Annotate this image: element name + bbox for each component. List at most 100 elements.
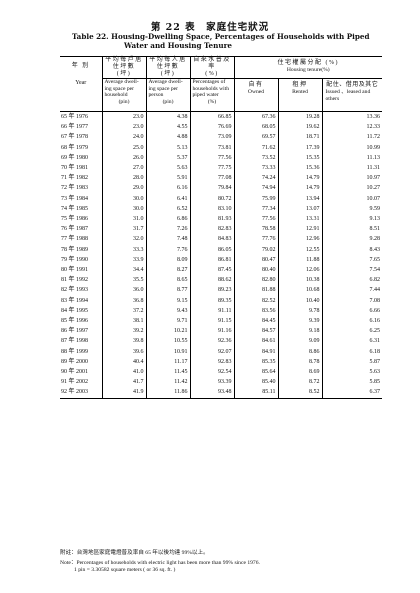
- header-space-person-en-unit: (pin): [162, 98, 174, 105]
- water-cell: 76.69: [189, 122, 234, 133]
- header-water-zh: 自來水普及率 (%): [189, 56, 234, 79]
- rented-cell: 15.36: [277, 163, 322, 174]
- space-household-cell: 37.2: [101, 305, 146, 317]
- rented-cell: 8.69: [277, 367, 322, 378]
- header-rented-zh: 租押: [277, 78, 322, 89]
- space-person-cell: 5.37: [145, 152, 190, 164]
- header-space-household-zh: 平均每戶居住坪數 (坪): [101, 56, 146, 79]
- space-household-cell: 36.0: [101, 285, 146, 296]
- space-person-cell: 6.86: [145, 214, 190, 225]
- space-household-cell: 24.0: [101, 132, 146, 143]
- issued-cell: 10.97: [321, 173, 382, 184]
- rented-cell: 12.06: [277, 265, 322, 276]
- header-tenure-zh-text: 住宅權屬分配: [277, 60, 323, 66]
- table-row: 88 年 1999 39.6 10.91 92.07 84.91 8.86 6.18: [60, 346, 382, 357]
- year-cell: 69 年 1980: [61, 154, 89, 161]
- owned-cell: 85.40: [233, 377, 278, 388]
- space-household-cell: 35.5: [101, 275, 146, 286]
- header-issued-en: Issued 、leased and others: [321, 89, 382, 112]
- header-space-household-en-text: Average dwell-ing space per household: [104, 79, 139, 98]
- year-cell: 73 年 1984: [61, 195, 89, 202]
- year-cell: 79 年 1990: [61, 256, 89, 263]
- space-household-cell: 39.8: [101, 336, 146, 347]
- header-tenure: 住宅權屬分配 (%) Housing tenure(%): [233, 56, 383, 79]
- issued-cell: 11.13: [321, 152, 382, 164]
- issued-cell: 6.31: [321, 336, 382, 347]
- table-row: 92 年 2003 41.9 11.86 93.48 85.11 8.52 6.37: [60, 387, 382, 399]
- table-row: 82 年 1993 36.0 8.77 89.23 81.88 10.68 7.44: [60, 285, 382, 296]
- space-household-cell: 25.0: [101, 142, 146, 153]
- rented-cell: 19.28: [277, 111, 322, 123]
- water-cell: 92.83: [189, 356, 234, 368]
- space-household-cell: 40.4: [101, 356, 146, 368]
- water-cell: 93.48: [189, 387, 234, 399]
- table-row: 85 年 1996 38.1 9.71 91.15 84.45 9.39 6.16: [60, 316, 382, 327]
- water-cell: 73.09: [189, 132, 234, 143]
- owned-cell: 79.02: [233, 244, 278, 255]
- title-english-line-2: Water and Housing Tenure: [124, 41, 232, 50]
- water-cell: 89.23: [189, 285, 234, 296]
- header-water-zh-text: 自來水普及率: [193, 57, 231, 70]
- header-space-household-en-unit: (pin): [118, 98, 130, 105]
- issued-cell: 8.43: [321, 244, 382, 255]
- owned-cell: 74.24: [233, 173, 278, 184]
- owned-cell: 71.62: [233, 142, 278, 153]
- rented-cell: 10.40: [277, 295, 322, 306]
- rented-cell: 17.39: [277, 142, 322, 153]
- year-cell: 81 年 1992: [61, 277, 89, 284]
- space-person-cell: 6.52: [145, 203, 190, 215]
- table-body: 65 年 1976 23.0 4.38 66.85 67.36 19.28 13.36 66 …: [60, 111, 382, 399]
- space-person-cell: 7.76: [145, 244, 190, 255]
- table-row: 72 年 1983 29.0 6.16 79.84 74.94 14.79 10.27: [60, 183, 382, 194]
- space-person-cell: 6.41: [145, 193, 190, 204]
- owned-cell: 81.88: [233, 285, 278, 296]
- rented-cell: 12.96: [277, 234, 322, 245]
- space-person-cell: 10.91: [145, 346, 190, 357]
- space-person-cell: 7.48: [145, 234, 190, 245]
- owned-cell: 78.58: [233, 224, 278, 235]
- year-cell: 66 年 1977: [61, 124, 89, 131]
- issued-cell: 6.82: [321, 275, 382, 286]
- space-household-cell: 33.3: [101, 244, 146, 255]
- rented-cell: 8.72: [277, 377, 322, 388]
- space-person-cell: 11.17: [145, 356, 190, 368]
- header-tenure-zh: 住宅權屬分配 (%): [235, 57, 383, 67]
- year-cell: 67 年 1978: [61, 134, 89, 141]
- table-row: 70 年 1981 27.0 5.63 77.75 73.33 15.36 11.31: [60, 163, 382, 174]
- space-household-cell: 27.0: [101, 163, 146, 174]
- note-english-line-1: Note：Percentages of households with elec…: [60, 560, 260, 566]
- year-cell: 84 年 1995: [61, 307, 89, 314]
- space-person-cell: 7.26: [145, 224, 190, 235]
- space-household-cell: 29.0: [101, 183, 146, 194]
- table-row: 65 年 1976 23.0 4.38 66.85 67.36 19.28 13.36: [60, 111, 382, 123]
- issued-cell: 7.65: [321, 254, 382, 266]
- water-cell: 82.83: [189, 224, 234, 235]
- year-cell: 83 年 1994: [61, 297, 89, 304]
- space-household-cell: 41.0: [101, 367, 146, 378]
- space-household-cell: 31.7: [101, 224, 146, 235]
- header-space-person-unit: (坪): [160, 71, 176, 77]
- year-cell: 68 年 1979: [61, 144, 89, 151]
- owned-cell: 85.11: [233, 387, 278, 399]
- table-row: 67 年 1978 24.0 4.88 73.09 69.57 18.71 11.72: [60, 132, 382, 143]
- water-cell: 73.81: [189, 142, 234, 153]
- header-space-household-unit: (坪): [116, 71, 132, 77]
- issued-cell: 9.59: [321, 203, 382, 215]
- header-tenure-unit: (%): [325, 60, 339, 66]
- header-space-household-zh-text: 平均每戶居住坪數: [105, 57, 143, 70]
- issued-cell: 6.25: [321, 326, 382, 337]
- year-cell: 91 年 2002: [61, 379, 89, 386]
- year-cell: 65 年 1976: [61, 114, 89, 120]
- year-cell: 78 年 1989: [61, 246, 89, 253]
- water-cell: 77.75: [189, 163, 234, 174]
- header-space-person-zh-text: 平均每人居住坪數: [149, 57, 187, 70]
- owned-cell: 77.76: [233, 234, 278, 245]
- water-cell: 89.35: [189, 295, 234, 306]
- table-row: 84 年 1995 37.2 9.43 91.11 83.56 9.78 6.66: [60, 305, 382, 317]
- year-cell: 89 年 2000: [61, 358, 89, 365]
- issued-cell: 6.16: [321, 316, 382, 327]
- year-cell: 74 年 1985: [61, 205, 89, 212]
- rented-cell: 14.79: [277, 183, 322, 194]
- owned-cell: 69.57: [233, 132, 278, 143]
- issued-cell: 5.63: [321, 367, 382, 378]
